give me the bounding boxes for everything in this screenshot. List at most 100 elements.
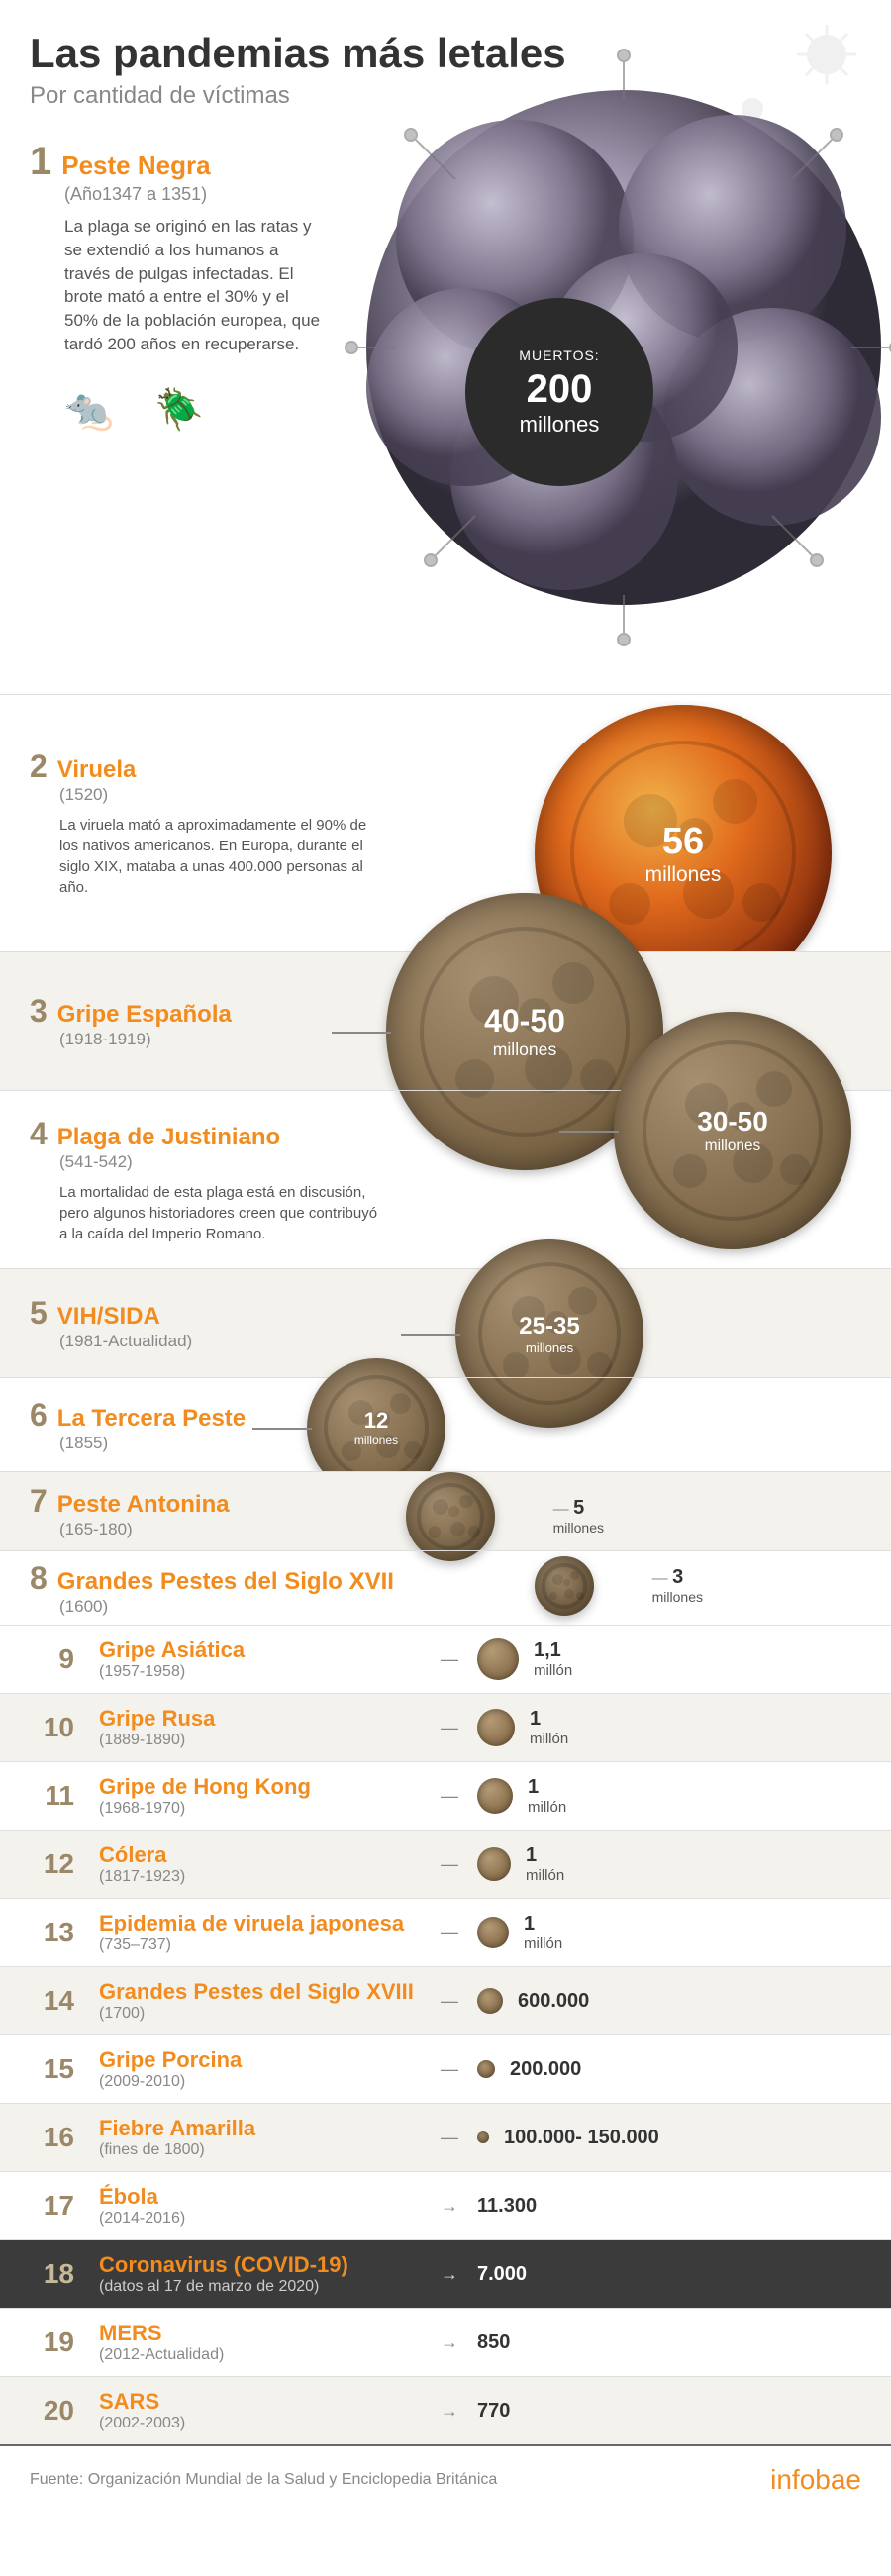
- entry-date: (1520): [59, 785, 386, 805]
- arrow-icon: —: [441, 1786, 458, 1807]
- deaths-value: 11.300: [477, 2195, 537, 2218]
- arrow-icon: →: [441, 2196, 458, 2217]
- cell-value: 30-50: [697, 1106, 768, 1138]
- rank-number: 20: [30, 2395, 74, 2427]
- entry-name: Fiebre Amarilla: [99, 2116, 426, 2141]
- band-entry: 5 VIH/SIDA (1981-Actualidad) 25-35millon…: [0, 1268, 891, 1377]
- highlighted-row: 18 Coronavirus (COVID-19) (datos al 17 d…: [0, 2239, 891, 2308]
- entry-date: (2009-2010): [99, 2073, 426, 2091]
- rank-number: 9: [30, 1643, 74, 1675]
- arrow-icon: →: [441, 2401, 458, 2422]
- band-entry: 8 Grandes Pestes del Siglo XVII (1600) —…: [0, 1550, 891, 1625]
- cell-unit: millones: [526, 1340, 573, 1355]
- connector-line: [559, 1131, 619, 1133]
- entry-date: (1968-1970): [99, 1800, 426, 1818]
- rank-number: 12: [30, 1848, 74, 1880]
- side-deaths-label: — 5millones: [553, 1497, 604, 1536]
- badge-value: 200: [527, 367, 593, 412]
- entry-name: La Tercera Peste: [57, 1405, 246, 1433]
- mini-cell-icon: [477, 2060, 495, 2078]
- list-row: 20 SARS (2002-2003) → 770: [0, 2376, 891, 2444]
- deaths-badge: MUERTOS: 200 millones: [465, 298, 653, 486]
- arrow-icon: —: [441, 2128, 458, 2148]
- entry-date: (1600): [59, 1597, 394, 1617]
- arrow-icon: →: [441, 2332, 458, 2353]
- cell-value: 40-50: [484, 1003, 565, 1040]
- entry-description: La mortalidad de esta plaga está en disc…: [59, 1182, 386, 1244]
- band-entry: 7 Peste Antonina (165-180) — 5millones: [0, 1471, 891, 1550]
- cell-unit: millones: [493, 1040, 557, 1060]
- rank-number: 16: [30, 2122, 74, 2153]
- rank-number: 19: [30, 2327, 74, 2358]
- rank-number: 15: [30, 2053, 74, 2085]
- entry-name: Plaga de Justiniano: [57, 1124, 280, 1151]
- entry-name: Grandes Pestes del Siglo XVIII: [99, 1979, 426, 2005]
- entry-name: Gripe Porcina: [99, 2047, 426, 2073]
- mini-cell-icon: [477, 1847, 511, 1881]
- entry-date: (2014-2016): [99, 2210, 426, 2228]
- band-entry: 6 La Tercera Peste (1855) 12millones: [0, 1377, 891, 1471]
- arrow-icon: —: [441, 1854, 458, 1875]
- entry-date: (1918-1919): [59, 1030, 232, 1049]
- entry-name: Viruela: [57, 756, 137, 784]
- cell-value: 56: [662, 821, 704, 863]
- arrow-icon: —: [441, 1649, 458, 1670]
- cell-value: 25-35: [519, 1313, 579, 1340]
- flea-icon: 🪲: [154, 388, 204, 432]
- mini-cell-icon: [477, 1988, 503, 2014]
- rank-number: 1: [30, 140, 51, 184]
- list-row: 12 Cólera (1817-1923) — 1millón: [0, 1830, 891, 1898]
- entry-name: SARS: [99, 2389, 426, 2415]
- mini-cell-icon: [477, 2131, 489, 2143]
- list-row: 17 Ébola (2014-2016) → 11.300: [0, 2171, 891, 2239]
- entry-date: (2002-2003): [99, 2415, 426, 2432]
- arrow-icon: —: [441, 1923, 458, 1943]
- rank-number: 6: [30, 1397, 48, 1434]
- list-row: 14 Grandes Pestes del Siglo XVIII (1700)…: [0, 1966, 891, 2034]
- band-entry: 4 Plaga de Justiniano (541-542) La morta…: [0, 1090, 891, 1268]
- deaths-value: 850: [477, 2331, 510, 2354]
- entry-name: Peste Antonina: [57, 1491, 230, 1519]
- cell-value: 12: [364, 1408, 388, 1434]
- list-row: 15 Gripe Porcina (2009-2010) — 200.000: [0, 2034, 891, 2103]
- entry-name: MERS: [99, 2321, 426, 2346]
- rank-number: 17: [30, 2190, 74, 2222]
- rank-number: 7: [30, 1483, 48, 1520]
- rat-icon: 🐀: [64, 388, 114, 432]
- list-row: 10 Gripe Rusa (1889-1890) — 1millón: [0, 1693, 891, 1761]
- entry-date: (1957-1958): [99, 1663, 426, 1681]
- source-text: Fuente: Organización Mundial de la Salud…: [30, 2471, 497, 2489]
- entry-name: Cólera: [99, 1842, 426, 1868]
- deaths-value: 600.000: [518, 1990, 589, 2013]
- rank-number: 10: [30, 1712, 74, 1743]
- connector-line: [401, 1334, 460, 1336]
- list-row: 13 Epidemia de viruela japonesa (735–737…: [0, 1898, 891, 1966]
- connector-line: [332, 1032, 391, 1034]
- entry-name: Peste Negra: [61, 150, 210, 181]
- cell-unit: millones: [705, 1138, 760, 1155]
- hero-section: 1 Peste Negra (Año1347 a 1351) La plaga …: [0, 120, 891, 694]
- cell-unit: millones: [354, 1434, 398, 1447]
- pathogen-cell-icon: [535, 1556, 594, 1616]
- entry-date: (1855): [59, 1434, 246, 1453]
- deaths-value: 1,1millón: [534, 1639, 572, 1679]
- badge-unit: millones: [520, 412, 600, 438]
- rank-number: 2: [30, 748, 48, 785]
- list-row: 9 Gripe Asiática (1957-1958) — 1,1millón: [0, 1625, 891, 1693]
- rank-number: 14: [30, 1985, 74, 2017]
- entry-name: Ébola: [99, 2184, 426, 2210]
- entry-date: (165-180): [59, 1520, 230, 1539]
- entry-date: (1700): [99, 2005, 426, 2023]
- deaths-value: 1millón: [524, 1913, 562, 1952]
- entry-date: (1889-1890): [99, 1732, 426, 1749]
- pathogen-cell-icon: 30-50millones: [614, 1012, 851, 1249]
- rank-number: 8: [30, 1560, 48, 1597]
- entry-date: (datos al 17 de marzo de 2020): [99, 2278, 426, 2296]
- entry-date: (2012-Actualidad): [99, 2346, 426, 2364]
- rank-number: 4: [30, 1116, 48, 1152]
- arrow-icon: —: [441, 1718, 458, 1738]
- entry-name: Gripe de Hong Kong: [99, 1774, 426, 1800]
- entry-name: Coronavirus (COVID-19): [99, 2252, 426, 2278]
- deaths-value: 770: [477, 2400, 510, 2423]
- deaths-value: 1millón: [528, 1776, 566, 1816]
